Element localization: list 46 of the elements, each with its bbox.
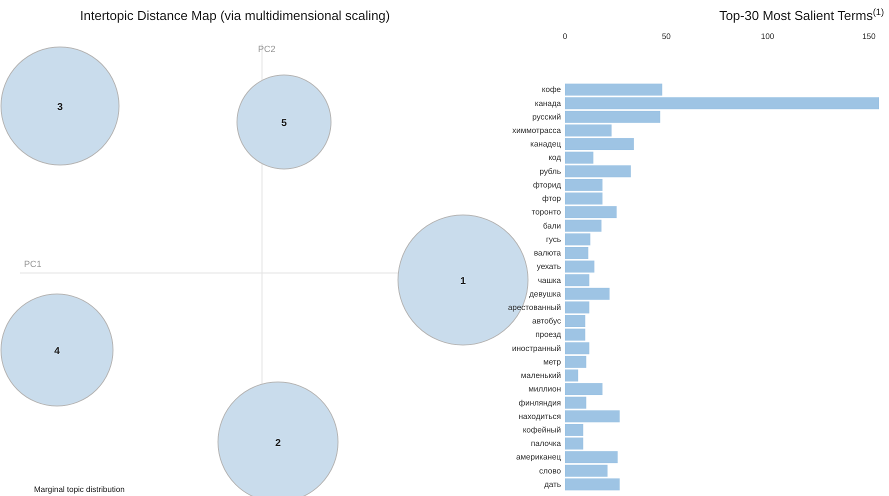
y-tick-label: находиться [518,412,561,421]
y-tick-label: миллион [528,384,561,394]
y-tick-label: кофейный [522,425,561,434]
text: PC1 [24,259,42,269]
y-tick-label: арестованный [508,302,561,312]
y-tick-label: уехать [536,262,561,272]
y-tick-label: дать [544,480,561,489]
y-tick-label: чашка [538,276,562,285]
y-tick-label: гусь [546,234,561,244]
y-tick-label: фтор [542,194,562,204]
y-tick-label: метр [543,357,562,366]
y-tick-label: фторид [532,180,562,190]
y-tick-label: иностранный [512,344,561,353]
y-tick-label: девушка [529,289,562,298]
y-tick-label: автобус [532,316,561,326]
x-tick-label: 100 [760,32,775,41]
y-tick-label: финляндия [518,398,561,408]
text: 3 [57,102,64,113]
text: Marginal topic distribution [34,485,125,494]
y-tick-label: палочка [530,439,562,448]
text: Intertopic Distance Map (via multidimensional scaling) [80,8,390,23]
text: PC2 [258,44,276,54]
y-tick-label: канада [534,98,562,108]
x-tick-label: 50 [662,32,672,41]
text: 2 [275,438,282,449]
chart-title: Top-30 Most Salient Terms$^{(1)}$ [719,7,884,23]
y-tick-label: маленький [520,371,561,380]
x-tick-label: 150 [862,32,876,41]
text: 5 [281,118,288,129]
y-tick-label: слово [539,466,562,476]
bar [565,220,602,232]
y-tick-label: бали [543,221,561,230]
y-tick-label: химмотрасса [512,126,562,136]
y-tick-label: валюта [534,248,562,258]
y-tick-label: кофе [542,85,562,94]
y-tick-label: код [548,153,562,162]
y-tick-label: проезд [535,330,562,340]
y-tick-label: канадец [530,140,562,149]
x-tick-label: 0 [562,32,568,41]
bar [565,342,590,354]
text: 4 [54,346,60,357]
text: 1 [460,276,466,287]
y-tick-label: торонто [532,208,562,217]
y-tick-label: американец [516,452,562,462]
y-tick-label: русский [532,112,561,122]
y-tick-label: рубль [539,166,561,176]
